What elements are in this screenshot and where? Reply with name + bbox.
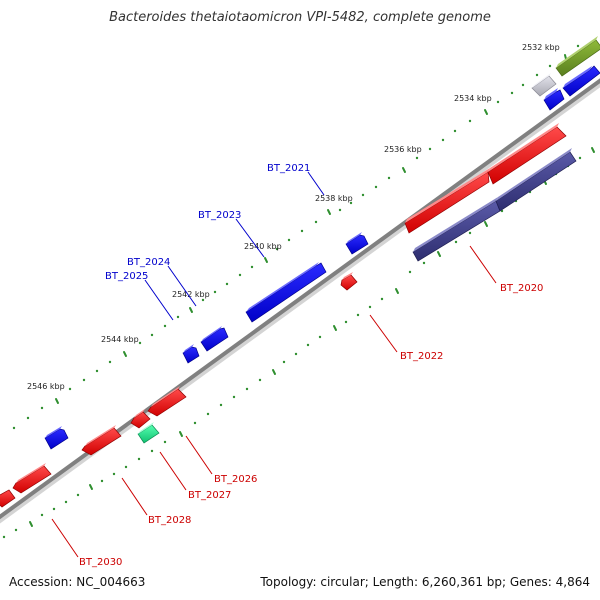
label-bt-2022[interactable]: BT_2022	[400, 351, 443, 362]
leader-bt-2024	[167, 265, 197, 307]
leader-bt-2020	[469, 245, 497, 284]
outer-scale-track	[55, 54, 567, 404]
feature-navy-bt-2020[interactable]	[412, 148, 577, 262]
gene-bt-2028[interactable]	[81, 425, 122, 456]
gene-bt-2027[interactable]	[130, 409, 151, 429]
gene-bt-2024[interactable]	[200, 326, 229, 352]
gene-bt-2025[interactable]	[182, 344, 200, 364]
scale-label-2546: 2546 kbp	[27, 382, 65, 391]
feature-olive-top[interactable]	[555, 36, 600, 77]
scale-tick-2546	[55, 398, 59, 404]
scale-label-2536: 2536 kbp	[384, 145, 422, 154]
scale-tick-2536	[402, 167, 406, 173]
label-bt-2024[interactable]: BT_2024	[127, 257, 170, 268]
label-bt-2020[interactable]: BT_2020	[500, 283, 543, 294]
scale-tick-2542	[189, 307, 193, 313]
gene-forward-blue-2546[interactable]	[44, 426, 69, 450]
outer-track-dots	[12, 44, 580, 430]
scale-tick-2534	[484, 109, 488, 115]
gene-bt-2022[interactable]	[340, 272, 358, 291]
genome-summary-text: Topology: circular; Length: 6,260,361 bp…	[260, 575, 590, 589]
gene-bt-2023[interactable]	[245, 262, 327, 323]
leader-bt-2025	[144, 279, 174, 321]
scale-tick-2538	[327, 209, 331, 215]
scale-tick-2544	[123, 351, 127, 357]
gene-bt-2030[interactable]	[12, 463, 52, 494]
leader-bt-2030	[51, 518, 79, 558]
accession-text: Accession: NC_004663	[9, 575, 146, 589]
gene-bt-2020[interactable]	[404, 123, 567, 234]
reverse-strand-features	[0, 123, 577, 508]
label-bt-2027[interactable]: BT_2027	[188, 490, 231, 501]
scale-label-2540: 2540 kbp	[244, 242, 282, 251]
feature-mint-bt-2027[interactable]	[137, 422, 160, 444]
scale-label-2544: 2544 kbp	[101, 335, 139, 344]
scale-label-2534: 2534 kbp	[454, 94, 492, 103]
leader-bt-2026	[185, 435, 213, 475]
scale-label-2532: 2532 kbp	[522, 43, 560, 52]
forward-strand-features	[44, 36, 600, 450]
label-bt-2025[interactable]: BT_2025	[105, 271, 148, 282]
map-title: Bacteroides thetaiotaomicron VPI-5482, c…	[109, 10, 491, 25]
gene-bt-2021[interactable]	[345, 232, 369, 255]
leader-bt-2027	[159, 451, 187, 491]
feature-gray-top[interactable]	[531, 73, 557, 97]
label-bt-2021[interactable]: BT_2021	[267, 163, 310, 174]
label-bt-2026[interactable]: BT_2026	[214, 474, 257, 485]
scale-tick-2540	[264, 257, 268, 263]
leader-bt-2023	[235, 218, 265, 258]
gene-forward-blue-2534[interactable]	[543, 88, 565, 111]
leader-bt-2028	[121, 477, 148, 516]
scale-tick-2532	[564, 54, 567, 60]
label-bt-2028[interactable]: BT_2028	[148, 515, 191, 526]
scale-label-2538: 2538 kbp	[315, 194, 353, 203]
gene-reverse-red-left-edge[interactable]	[0, 489, 16, 508]
scale-label-2542: 2542 kbp	[172, 290, 210, 299]
label-bt-2030[interactable]: BT_2030	[79, 557, 122, 568]
gene-forward-blue-top-right[interactable]	[562, 65, 600, 97]
leader-bt-2021	[307, 171, 325, 196]
inner-scale-track	[29, 147, 595, 527]
leader-bt-2022	[369, 314, 398, 353]
label-bt-2023[interactable]: BT_2023	[198, 210, 241, 221]
gene-bt-2026[interactable]	[147, 386, 187, 417]
